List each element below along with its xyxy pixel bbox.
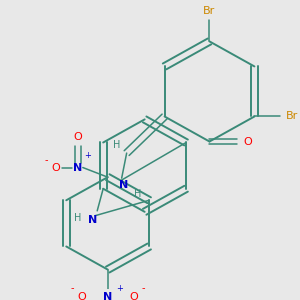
Text: N: N (103, 292, 112, 300)
Text: -: - (142, 283, 146, 293)
Text: H: H (134, 188, 141, 199)
Text: O: O (74, 132, 82, 142)
Text: O: O (243, 136, 252, 146)
Text: Br: Br (203, 6, 216, 16)
Text: -: - (44, 155, 48, 165)
Text: +: + (116, 284, 123, 293)
Text: Br: Br (286, 112, 298, 122)
Text: N: N (73, 163, 83, 172)
Text: H: H (74, 213, 81, 223)
Text: O: O (129, 292, 138, 300)
Text: N: N (88, 215, 97, 226)
Text: O: O (77, 292, 86, 300)
Text: H: H (113, 140, 120, 150)
Text: N: N (119, 180, 128, 190)
Text: -: - (70, 283, 74, 293)
Text: +: + (84, 152, 91, 160)
Text: O: O (52, 163, 60, 172)
